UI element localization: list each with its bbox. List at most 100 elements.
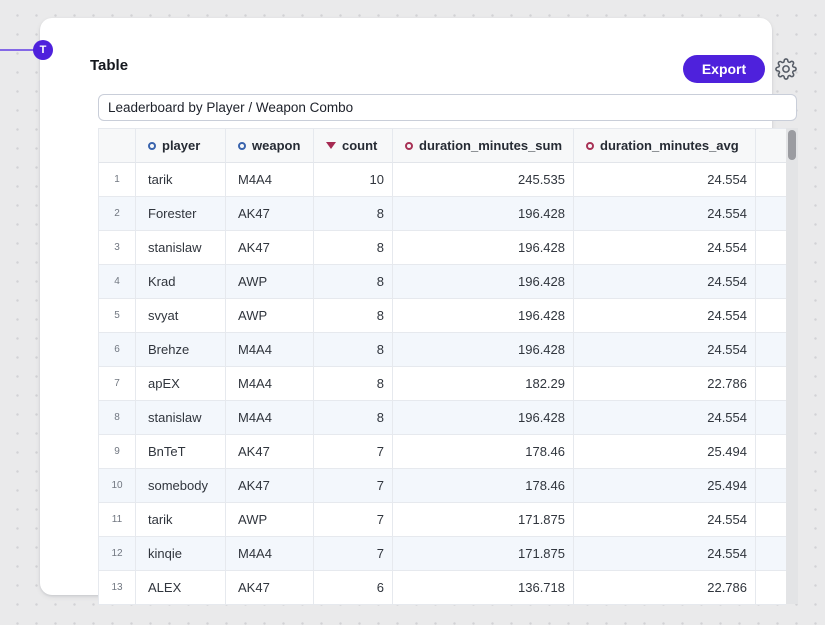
cell-weapon[interactable]: M4A4 [226,163,314,197]
cell-count[interactable]: 10 [314,163,393,197]
cell-player[interactable]: apEX [136,367,226,401]
cell-duration-minutes-sum[interactable]: 178.46 [393,469,574,503]
gear-icon [775,58,797,83]
table-row: 10 somebody AK47 7 178.46 25.494 [99,469,786,503]
column-header-weapon[interactable]: weapon [226,129,314,163]
table-row: 6 Brehze M4A4 8 196.428 24.554 [99,333,786,367]
cell-overflow [756,333,786,367]
sort-descending-icon [326,142,336,149]
cell-count[interactable]: 6 [314,571,393,605]
cell-player[interactable]: svyat [136,299,226,333]
cell-player[interactable]: stanislaw [136,231,226,265]
cell-duration-minutes-avg[interactable]: 24.554 [574,163,756,197]
cell-duration-minutes-avg[interactable]: 24.554 [574,299,756,333]
cell-count[interactable]: 8 [314,401,393,435]
cell-duration-minutes-sum[interactable]: 196.428 [393,231,574,265]
cell-player[interactable]: Forester [136,197,226,231]
row-number: 4 [99,265,136,299]
table-cell-type-badge[interactable]: T [33,40,53,60]
cell-weapon[interactable]: AWP [226,503,314,537]
cell-weapon[interactable]: AWP [226,299,314,333]
cell-duration-minutes-avg[interactable]: 24.554 [574,265,756,299]
cell-weapon[interactable]: AWP [226,265,314,299]
string-type-icon [238,141,246,150]
cell-weapon[interactable]: AK47 [226,469,314,503]
cell-count[interactable]: 8 [314,197,393,231]
table-title-input[interactable] [98,94,797,121]
row-number: 5 [99,299,136,333]
cell-count[interactable]: 7 [314,537,393,571]
cell-duration-minutes-sum[interactable]: 182.29 [393,367,574,401]
cell-duration-minutes-avg[interactable]: 24.554 [574,231,756,265]
vertical-scrollbar-thumb[interactable] [788,130,796,160]
vertical-scrollbar-track[interactable] [786,128,798,604]
cell-duration-minutes-avg[interactable]: 24.554 [574,401,756,435]
data-table: player weapon count duration_minutes_sum… [98,128,786,605]
cell-duration-minutes-sum[interactable]: 136.718 [393,571,574,605]
cell-weapon[interactable]: M4A4 [226,537,314,571]
column-header-duration-minutes-avg[interactable]: duration_minutes_avg [574,129,756,163]
cell-duration-minutes-avg[interactable]: 24.554 [574,333,756,367]
table-body: 1 tarik M4A4 10 245.535 24.554 2 Foreste… [99,163,786,605]
cell-count[interactable]: 7 [314,503,393,537]
column-header-count[interactable]: count [314,129,393,163]
cell-overflow [756,231,786,265]
column-header-player[interactable]: player [136,129,226,163]
row-number: 6 [99,333,136,367]
cell-weapon[interactable]: AK47 [226,231,314,265]
cell-weapon[interactable]: AK47 [226,435,314,469]
cell-count[interactable]: 8 [314,299,393,333]
column-label: duration_minutes_sum [419,138,563,153]
cell-overflow [756,163,786,197]
cell-duration-minutes-avg[interactable]: 25.494 [574,469,756,503]
cell-duration-minutes-avg[interactable]: 22.786 [574,367,756,401]
cell-count[interactable]: 8 [314,333,393,367]
table-row: 13 ALEX AK47 6 136.718 22.786 [99,571,786,605]
cell-player[interactable]: Brehze [136,333,226,367]
cell-player[interactable]: somebody [136,469,226,503]
cell-duration-minutes-avg[interactable]: 24.554 [574,503,756,537]
cell-duration-minutes-sum[interactable]: 171.875 [393,537,574,571]
cell-player[interactable]: stanislaw [136,401,226,435]
string-type-icon [148,141,156,150]
cell-duration-minutes-sum[interactable]: 196.428 [393,197,574,231]
cell-count[interactable]: 8 [314,265,393,299]
cell-count[interactable]: 8 [314,231,393,265]
cell-player[interactable]: tarik [136,503,226,537]
cell-count[interactable]: 8 [314,367,393,401]
cell-overflow [756,265,786,299]
cell-duration-minutes-avg[interactable]: 22.786 [574,571,756,605]
cell-player[interactable]: kinqie [136,537,226,571]
cell-player[interactable]: tarik [136,163,226,197]
cell-duration-minutes-avg[interactable]: 24.554 [574,197,756,231]
row-number: 12 [99,537,136,571]
cell-connector-line [0,49,44,51]
cell-weapon[interactable]: AK47 [226,571,314,605]
cell-player[interactable]: Krad [136,265,226,299]
cell-weapon[interactable]: AK47 [226,197,314,231]
export-button[interactable]: Export [683,55,765,83]
cell-duration-minutes-sum[interactable]: 196.428 [393,299,574,333]
settings-button[interactable] [775,58,797,80]
cell-duration-minutes-avg[interactable]: 24.554 [574,537,756,571]
table-row: 1 tarik M4A4 10 245.535 24.554 [99,163,786,197]
row-number: 7 [99,367,136,401]
cell-duration-minutes-sum[interactable]: 245.535 [393,163,574,197]
numeric-type-icon [586,141,594,150]
cell-duration-minutes-sum[interactable]: 196.428 [393,333,574,367]
cell-player[interactable]: BnTeT [136,435,226,469]
cell-duration-minutes-sum[interactable]: 196.428 [393,265,574,299]
cell-duration-minutes-sum[interactable]: 171.875 [393,503,574,537]
cell-player[interactable]: ALEX [136,571,226,605]
column-header-duration-minutes-sum[interactable]: duration_minutes_sum [393,129,574,163]
cell-weapon[interactable]: M4A4 [226,401,314,435]
cell-duration-minutes-avg[interactable]: 25.494 [574,435,756,469]
cell-count[interactable]: 7 [314,469,393,503]
cell-duration-minutes-sum[interactable]: 196.428 [393,401,574,435]
cell-count[interactable]: 7 [314,435,393,469]
cell-duration-minutes-sum[interactable]: 178.46 [393,435,574,469]
cell-weapon[interactable]: M4A4 [226,333,314,367]
column-header-overflow [756,129,786,163]
cell-overflow [756,503,786,537]
cell-weapon[interactable]: M4A4 [226,367,314,401]
